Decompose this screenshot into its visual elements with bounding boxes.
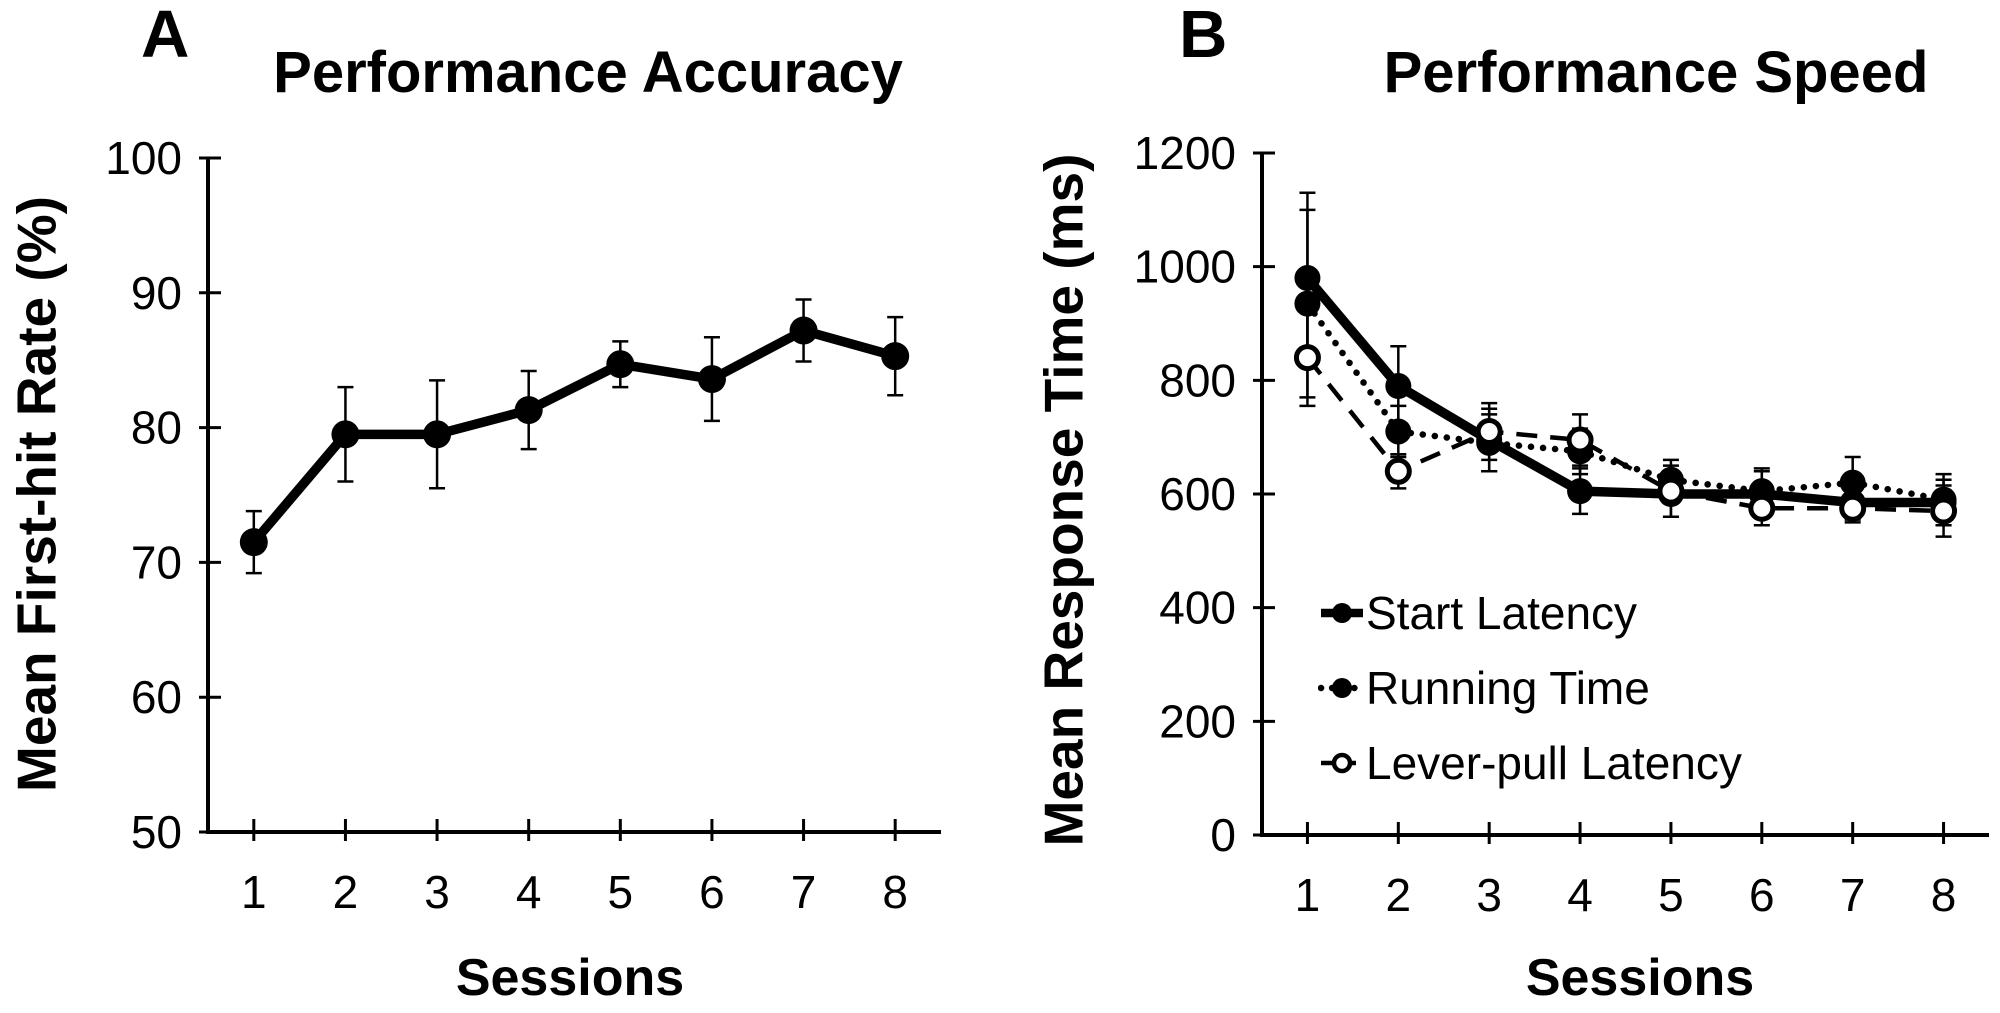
data-point [789,316,818,345]
y-tick-label: 50 [131,806,182,858]
data-point [331,420,360,449]
legend-item-start-latency: Start Latency [1318,582,1742,644]
data-point [1384,457,1412,485]
data-point [606,350,635,379]
legend-dot [1331,752,1353,774]
panel-letter-b: B [1179,0,1228,72]
legend-dot [1332,603,1352,623]
data-point [1385,373,1412,400]
data-point [1385,418,1412,445]
data-point [1293,344,1321,372]
data-point [881,342,910,371]
x-tick-label: 5 [608,866,634,918]
y-tick-label: 1000 [1134,241,1236,293]
legend-label-start-latency: Start Latency [1366,587,1638,639]
data-point [1475,417,1503,445]
data-point [239,528,268,557]
data-point [1294,290,1321,317]
data-point [1567,478,1594,505]
series-markers-lever-pull-latency [1293,344,1958,525]
y-tick-label: 70 [131,536,182,588]
y-tick-label: 100 [105,132,182,184]
data-point [1294,265,1321,292]
y-tick-label: 0 [1210,809,1236,861]
panel-a-x-axis-label: Sessions [455,949,685,1007]
x-tick-label: 8 [1931,869,1957,921]
x-tick-label: 1 [1295,869,1321,921]
x-tick-label: 5 [1658,869,1684,921]
y-tick-label: 80 [131,402,182,454]
panel-b-chart: 0 200 400 600 800 1000 1200 1 2 3 4 5 6 7 8 [1134,127,1989,921]
x-tick-label: 2 [333,866,359,918]
legend-label-running-time: Running Time [1366,662,1650,714]
x-tick-label: 3 [424,866,450,918]
panel-b-x-axis-label: Sessions [1525,949,1755,1007]
legend-item-running-time: Running Time [1318,657,1742,719]
x-tick-label: 8 [882,866,908,918]
y-tick-label: 200 [1159,695,1236,747]
panel-b: B Performance Speed Mean Response Time (… [1000,0,2000,1013]
legend: Start Latency Running Time Lever-pull La… [1318,582,1742,794]
data-point [1930,497,1958,525]
x-tick-label: 6 [699,866,725,918]
legend-dot [1332,678,1352,698]
data-point [1566,426,1594,454]
data-point [697,365,726,394]
lever-pull-latency-marker-icon [1321,752,1363,774]
x-tick-label: 1 [241,866,267,918]
legend-item-lever-pull-latency: Lever-pull Latency [1318,732,1742,794]
data-point [423,420,452,449]
series-errorbars-mean-first-hit-rate [245,298,904,575]
series-line-mean-first-hit-rate [250,325,897,546]
x-tick-label: 7 [791,866,817,918]
x-tick-label: 4 [516,866,542,918]
data-point [1839,469,1866,496]
panel-a-title: Performance Accuracy [273,40,903,105]
panel-b-title: Performance Speed [1383,40,1929,105]
series-line-start-latency [1303,274,1944,508]
data-point [1748,494,1776,522]
series-markers-mean-first-hit-rate [239,316,910,557]
data-point [1657,477,1685,505]
y-tick-label: 800 [1159,354,1236,406]
panel-a: A Performance Accuracy Mean First-hit Ra… [6,0,941,1007]
data-point [514,396,543,425]
y-tick-label: 400 [1159,582,1236,634]
panel-letter-a: A [141,0,190,72]
running-time-marker-icon [1318,678,1366,698]
legend-label-lever-pull-latency: Lever-pull Latency [1366,737,1742,789]
series-line-running-time [1304,300,1947,503]
x-tick-label: 3 [1476,869,1502,921]
x-tick-label: 6 [1749,869,1775,921]
x-tick-label: 2 [1386,869,1412,921]
x-tick-label: 4 [1567,869,1593,921]
y-tick-label: 1200 [1134,127,1236,179]
data-point [1839,494,1867,522]
start-latency-marker-icon [1321,603,1363,623]
x-tick-label: 7 [1840,869,1866,921]
panel-a-chart: 50 60 70 80 90 100 1 2 3 4 5 6 7 8 [105,132,941,918]
y-tick-label: 90 [131,267,182,319]
y-tick-label: 600 [1159,468,1236,520]
y-tick-label: 60 [131,671,182,723]
